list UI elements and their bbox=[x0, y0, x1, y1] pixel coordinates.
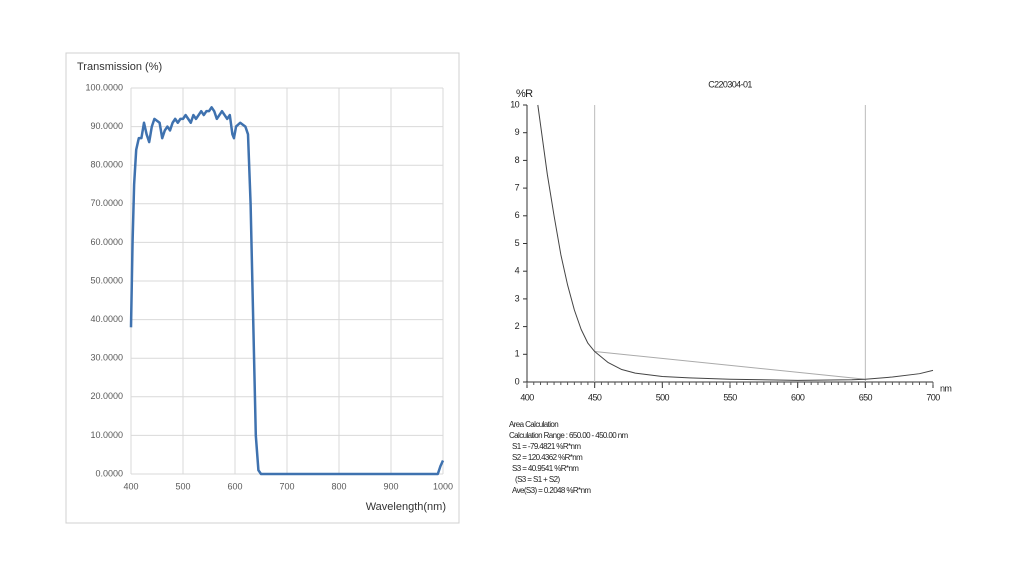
y-tick-label: 3 bbox=[515, 293, 520, 303]
x-tick-label: 1000 bbox=[433, 481, 453, 491]
x-tick-label: 900 bbox=[383, 481, 398, 491]
annotation: S1 = -79.4821 %R*nm bbox=[512, 442, 581, 451]
y-axis-title: Transmission (%) bbox=[77, 61, 162, 73]
x-tick-label: 550 bbox=[723, 392, 737, 402]
x-tick-label: 500 bbox=[175, 481, 190, 491]
y-tick-label: 20.0000 bbox=[90, 391, 123, 401]
y-tick-label: 5 bbox=[515, 238, 520, 248]
y-tick-label: 2 bbox=[515, 321, 520, 331]
y-tick-label: 10 bbox=[510, 99, 519, 109]
y-tick-label: 100.0000 bbox=[85, 82, 123, 92]
baseline bbox=[594, 351, 866, 380]
y-tick-label: 1 bbox=[515, 349, 520, 359]
annotation: Ave(S3) = 0.2048 %R*nm bbox=[512, 486, 591, 495]
y-tick-label: 50.0000 bbox=[90, 275, 123, 285]
data-line bbox=[129, 106, 445, 476]
x-tick-label: 600 bbox=[227, 481, 242, 491]
x-axis-title: nm bbox=[940, 383, 951, 393]
annotation: S2 = 120.4362 %R*nm bbox=[512, 453, 583, 462]
y-tick-label: 40.0000 bbox=[90, 314, 123, 324]
annotation: S3 = 40.9541 %R*nm bbox=[512, 464, 579, 473]
y-tick-label: 10.0000 bbox=[90, 430, 123, 440]
y-tick-label: 90.0000 bbox=[90, 121, 123, 131]
y-tick-label: 7 bbox=[515, 182, 520, 192]
annotation: Area Calculation bbox=[509, 420, 558, 429]
x-tick-label: 650 bbox=[859, 392, 873, 402]
y-tick-label: 60.0000 bbox=[90, 237, 123, 247]
y-tick-label: 30.0000 bbox=[90, 353, 123, 363]
y-tick-label: 4 bbox=[515, 266, 520, 276]
x-tick-label: 700 bbox=[279, 481, 294, 491]
x-tick-label: 500 bbox=[656, 392, 670, 402]
x-tick-label: 800 bbox=[331, 481, 346, 491]
x-tick-label: 400 bbox=[123, 481, 138, 491]
y-tick-label: 8 bbox=[515, 155, 520, 165]
chart-title: C220304-01 bbox=[708, 79, 752, 89]
x-tick-label: 450 bbox=[588, 392, 602, 402]
x-tick-label: 600 bbox=[791, 392, 805, 402]
data-line bbox=[537, 104, 934, 381]
y-axis-title: %R bbox=[516, 88, 533, 100]
annotation: Calculation Range : 650.00 - 450.00 nm bbox=[509, 431, 629, 440]
x-tick-label: 400 bbox=[520, 392, 534, 402]
y-tick-label: 80.0000 bbox=[90, 160, 123, 170]
y-tick-label: 6 bbox=[515, 210, 520, 220]
chart-frame bbox=[65, 52, 460, 524]
annotation: (S3 = S1 + S2) bbox=[515, 475, 560, 484]
x-axis-title: Wavelength(nm) bbox=[366, 501, 446, 513]
x-tick-label: 700 bbox=[926, 392, 940, 402]
y-tick-label: 70.0000 bbox=[90, 198, 123, 208]
y-tick-label: 0 bbox=[515, 376, 520, 386]
y-tick-label: 9 bbox=[515, 127, 520, 137]
y-tick-label: 0.0000 bbox=[95, 468, 123, 478]
